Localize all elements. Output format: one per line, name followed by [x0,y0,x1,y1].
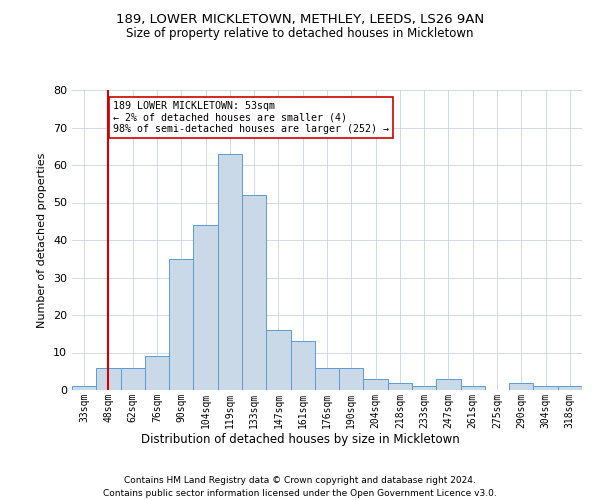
Bar [121,368,145,390]
Bar [72,386,96,390]
Bar [461,386,485,390]
Y-axis label: Number of detached properties: Number of detached properties [37,152,47,328]
Bar [509,382,533,390]
Bar [145,356,169,390]
Bar [266,330,290,390]
Bar [558,386,582,390]
Text: Contains HM Land Registry data © Crown copyright and database right 2024.: Contains HM Land Registry data © Crown c… [124,476,476,485]
Bar [218,154,242,390]
Bar [412,386,436,390]
Bar [364,379,388,390]
Bar [290,341,315,390]
Text: Size of property relative to detached houses in Mickletown: Size of property relative to detached ho… [126,28,474,40]
Bar [193,225,218,390]
Text: 189 LOWER MICKLETOWN: 53sqm
← 2% of detached houses are smaller (4)
98% of semi-: 189 LOWER MICKLETOWN: 53sqm ← 2% of deta… [113,101,389,134]
Bar [436,379,461,390]
Bar [315,368,339,390]
Text: Contains public sector information licensed under the Open Government Licence v3: Contains public sector information licen… [103,489,497,498]
Bar [96,368,121,390]
Bar [533,386,558,390]
Text: Distribution of detached houses by size in Mickletown: Distribution of detached houses by size … [140,432,460,446]
Text: 189, LOWER MICKLETOWN, METHLEY, LEEDS, LS26 9AN: 189, LOWER MICKLETOWN, METHLEY, LEEDS, L… [116,12,484,26]
Bar [242,195,266,390]
Bar [169,259,193,390]
Bar [339,368,364,390]
Bar [388,382,412,390]
